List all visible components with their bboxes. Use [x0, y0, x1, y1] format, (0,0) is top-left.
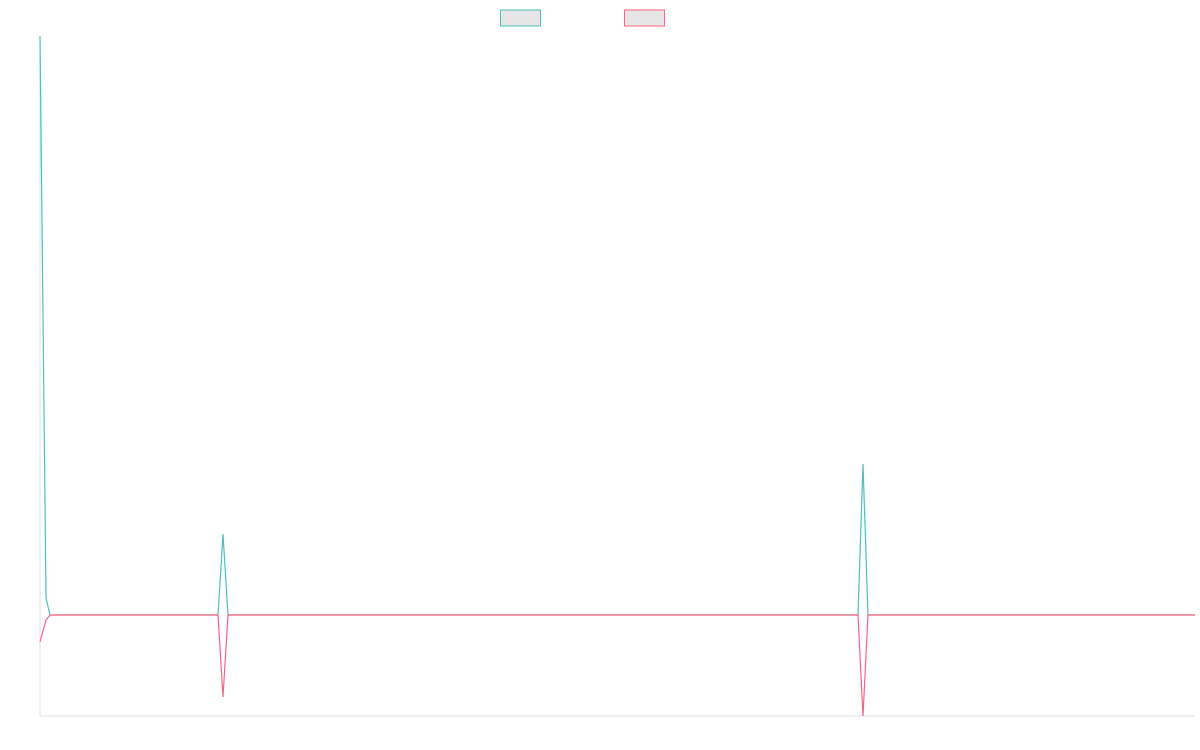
line-series: [39, 614, 1195, 717]
legend-swatch: [500, 9, 541, 27]
legend-swatch: [624, 9, 665, 27]
line-series: [39, 35, 1195, 616]
